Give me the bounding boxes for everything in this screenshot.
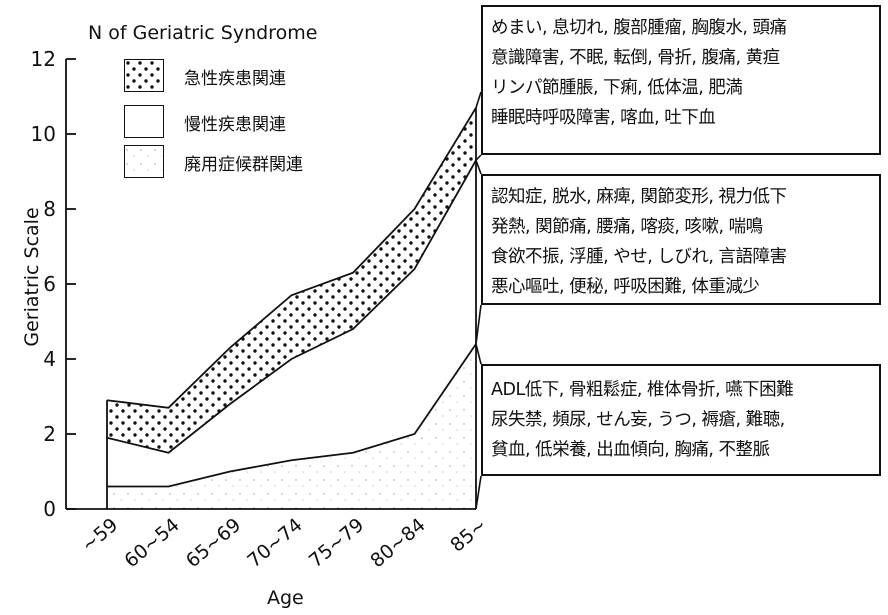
annotation-box-chronic: 認知症, 脱水, 麻痺, 関節変形, 視力低下 発熱, 関節痛, 腰痛, 喀痰,… xyxy=(481,174,881,305)
annotation-line: リンパ節腫脹, 下痢, 低体温, 肥満 xyxy=(491,78,743,98)
annotation-line: 認知症, 脱水, 麻痺, 関節変形, 視力低下 xyxy=(491,187,787,207)
annotation-box-disuse: ADL低下, 骨粗鬆症, 椎体骨折, 嚥下困難 尿失禁, 頻尿, せん妄, うつ… xyxy=(481,364,881,476)
legend-label-disuse: 廃用症候群関連 xyxy=(184,155,303,175)
legend-swatch-disuse xyxy=(124,145,164,178)
x-tick-label: 70~74 xyxy=(243,514,306,572)
leader-line xyxy=(475,154,482,161)
annotation-line: めまい, 息切れ, 腹部腫瘤, 胸腹水, 頭痛 xyxy=(491,18,787,38)
legend-swatch-chronic xyxy=(124,105,164,138)
leader-line xyxy=(475,475,482,510)
y-tick-label: 0 xyxy=(43,497,56,521)
legend-label-acute: 急性疾患関連 xyxy=(184,69,286,89)
series-line-chronic xyxy=(106,159,477,454)
annotation-line: 貧血, 低栄養, 出血傾向, 胸痛, 不整脈 xyxy=(491,440,770,460)
y-axis-label: Geriatric Scale xyxy=(21,207,43,347)
annotation-line: 食欲不振, 浮腫, やせ, しびれ, 言語障害 xyxy=(491,247,787,267)
chart-title: N of Geriatric Syndrome xyxy=(88,22,318,44)
y-tick-label: 10 xyxy=(31,122,56,146)
area-disuse xyxy=(107,344,476,509)
series-line-acute xyxy=(106,107,477,409)
x-tick-label: 60~54 xyxy=(120,514,183,572)
annotation-line: 悪心嘔吐, 便秘, 呼吸困難, 体重減少 xyxy=(491,277,760,297)
y-tick-label: 2 xyxy=(43,422,56,446)
area-chronic xyxy=(107,160,476,487)
x-tick-label: 75~79 xyxy=(305,514,368,572)
y-tick-label: 4 xyxy=(43,347,56,371)
leader-line xyxy=(475,159,482,175)
series-line-disuse xyxy=(107,343,477,488)
annotation-line: 尿失禁, 頻尿, せん妄, うつ, 褥瘡, 難聴, xyxy=(491,410,785,430)
annotation-line: 意識障害, 不眠, 転倒, 骨折, 腹痛, 黄疸 xyxy=(491,48,780,68)
y-tick-label: 8 xyxy=(43,197,56,221)
x-tick-label: 65~69 xyxy=(182,514,245,572)
leader-line xyxy=(475,304,482,345)
annotation-line: ADL低下, 骨粗鬆症, 椎体骨折, 嚥下困難 xyxy=(491,380,794,400)
x-axis-label: Age xyxy=(267,587,304,609)
annotation-box-acute: めまい, 息切れ, 腹部腫瘤, 胸腹水, 頭痛 意識障害, 不眠, 転倒, 骨折… xyxy=(481,5,881,155)
x-tick-label: 80~84 xyxy=(366,514,429,572)
leader-line xyxy=(475,343,482,365)
leader-line xyxy=(475,91,482,108)
legend-label-chronic: 慢性疾患関連 xyxy=(184,115,286,135)
annotation-line: 睡眠時呼吸障害, 喀血, 吐下血 xyxy=(491,108,716,128)
annotation-line: 発熱, 関節痛, 腰痛, 喀痰, 咳嗽, 喘鳴 xyxy=(491,217,763,237)
y-tick-label: 6 xyxy=(43,272,56,296)
x-tick-label: 85~ xyxy=(446,514,491,557)
y-tick-label: 12 xyxy=(31,47,56,71)
legend-swatch-acute xyxy=(124,59,164,92)
x-tick-label: ~59 xyxy=(77,514,122,557)
